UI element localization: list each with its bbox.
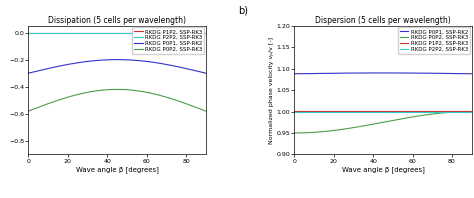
RKDG P0P1, SSP-RK2 <box>292 73 298 75</box>
Title: Dissipation (5 cells per wavelength): Dissipation (5 cells per wavelength) <box>48 16 186 25</box>
Line: RKDG P0P1, SSP-RK2: RKDG P0P1, SSP-RK2 <box>294 73 472 74</box>
Line: RKDG P0P2, SSP-RK3: RKDG P0P2, SSP-RK3 <box>28 89 206 111</box>
RKDG P0P2, SSP-RK3 <box>26 110 32 112</box>
RKDG P1P2, SSP-RK3 <box>452 109 458 112</box>
RKDG P2P2, SSP-RK3 <box>175 31 181 34</box>
Legend: RKDG P1P2, SSP-RK3, RKDG P2P2, SSP-RK3, RKDG P0P1, SSP-RK2, RKDG P0P2, SSP-RK3: RKDG P1P2, SSP-RK3, RKDG P2P2, SSP-RK3, … <box>132 27 204 54</box>
RKDG P2P2, SSP-RK3 <box>26 31 31 34</box>
RKDG P0P1, SSP-RK2 <box>135 59 140 62</box>
Line: RKDG P0P2, SSP-RK3: RKDG P0P2, SSP-RK3 <box>294 111 472 133</box>
RKDG P1P2, SSP-RK3 <box>134 32 140 34</box>
RKDG P0P1, SSP-RK2 <box>26 72 32 74</box>
RKDG P0P1, SSP-RK2 <box>114 58 119 61</box>
RKDG P1P2, SSP-RK3 <box>131 32 137 34</box>
RKDG P2P2, SSP-RK3 <box>203 31 209 34</box>
RKDG P0P1, SSP-RK2 <box>469 73 474 75</box>
RKDG P0P1, SSP-RK2 <box>398 72 403 74</box>
RKDG P1P2, SSP-RK3 <box>400 109 406 112</box>
RKDG P0P1, SSP-RK2 <box>453 72 458 75</box>
RKDG P0P2, SSP-RK3 <box>131 89 137 91</box>
X-axis label: Wave angle β [degrees]: Wave angle β [degrees] <box>76 166 158 173</box>
Y-axis label: Normalized phase velocity vₚ/v [-]: Normalized phase velocity vₚ/v [-] <box>269 37 273 144</box>
RKDG P0P1, SSP-RK2 <box>397 72 403 74</box>
RKDG P0P2, SSP-RK3 <box>132 89 137 92</box>
Line: RKDG P0P1, SSP-RK2: RKDG P0P1, SSP-RK2 <box>28 60 206 73</box>
RKDG P0P2, SSP-RK3 <box>135 90 140 92</box>
RKDG P0P1, SSP-RK2 <box>131 59 137 61</box>
Legend: RKDG P0P1, SSP-RK2, RKDG P0P2, SSP-RK3, RKDG P1P2, SSP-RK3, RKDG P2P2, SSP-RK3: RKDG P0P1, SSP-RK2, RKDG P0P2, SSP-RK3, … <box>398 27 470 54</box>
RKDG P1P2, SSP-RK3 <box>26 32 32 34</box>
X-axis label: Wave angle β [degrees]: Wave angle β [degrees] <box>342 166 424 173</box>
RKDG P0P2, SSP-RK3 <box>400 117 406 120</box>
RKDG P2P2, SSP-RK3 <box>396 110 402 113</box>
RKDG P0P1, SSP-RK2 <box>203 72 209 74</box>
Text: b): b) <box>238 6 248 16</box>
RKDG P2P2, SSP-RK3 <box>292 110 297 113</box>
RKDG P1P2, SSP-RK3 <box>292 109 298 112</box>
RKDG P1P2, SSP-RK3 <box>175 32 181 34</box>
RKDG P2P2, SSP-RK3 <box>130 31 136 34</box>
RKDG P0P2, SSP-RK3 <box>292 132 298 134</box>
RKDG P0P1, SSP-RK2 <box>187 68 192 70</box>
RKDG P1P2, SSP-RK3 <box>469 109 474 112</box>
RKDG P0P1, SSP-RK2 <box>175 66 181 68</box>
RKDG P0P2, SSP-RK3 <box>114 88 119 91</box>
RKDG P0P1, SSP-RK2 <box>292 73 297 75</box>
RKDG P2P2, SSP-RK3 <box>452 110 458 113</box>
RKDG P0P1, SSP-RK2 <box>441 72 447 75</box>
RKDG P0P2, SSP-RK3 <box>203 110 209 112</box>
RKDG P0P1, SSP-RK2 <box>380 72 385 74</box>
RKDG P1P2, SSP-RK3 <box>203 32 209 34</box>
RKDG P0P1, SSP-RK2 <box>132 59 137 61</box>
RKDG P0P2, SSP-RK3 <box>397 118 403 120</box>
RKDG P2P2, SSP-RK3 <box>397 110 403 113</box>
RKDG P0P1, SSP-RK2 <box>401 72 406 74</box>
RKDG P2P2, SSP-RK3 <box>292 110 298 113</box>
RKDG P0P2, SSP-RK3 <box>175 100 181 102</box>
RKDG P2P2, SSP-RK3 <box>134 31 140 34</box>
RKDG P1P2, SSP-RK3 <box>186 32 192 34</box>
RKDG P1P2, SSP-RK3 <box>292 109 297 112</box>
RKDG P1P2, SSP-RK3 <box>396 109 402 112</box>
RKDG P0P2, SSP-RK3 <box>469 110 474 113</box>
RKDG P2P2, SSP-RK3 <box>441 110 447 113</box>
RKDG P1P2, SSP-RK3 <box>26 32 31 34</box>
RKDG P0P2, SSP-RK3 <box>396 118 402 120</box>
RKDG P0P2, SSP-RK3 <box>187 104 192 106</box>
RKDG P1P2, SSP-RK3 <box>397 109 403 112</box>
RKDG P0P2, SSP-RK3 <box>26 110 31 112</box>
RKDG P0P2, SSP-RK3 <box>441 112 447 114</box>
RKDG P2P2, SSP-RK3 <box>26 31 32 34</box>
RKDG P2P2, SSP-RK3 <box>400 110 406 113</box>
Title: Dispersion (5 cells per wavelength): Dispersion (5 cells per wavelength) <box>315 16 451 25</box>
RKDG P2P2, SSP-RK3 <box>186 31 192 34</box>
RKDG P2P2, SSP-RK3 <box>131 31 137 34</box>
RKDG P0P1, SSP-RK2 <box>26 72 31 74</box>
RKDG P2P2, SSP-RK3 <box>469 110 474 113</box>
RKDG P0P2, SSP-RK3 <box>292 132 297 134</box>
RKDG P0P2, SSP-RK3 <box>452 111 458 113</box>
RKDG P1P2, SSP-RK3 <box>130 32 136 34</box>
RKDG P1P2, SSP-RK3 <box>441 109 447 112</box>
